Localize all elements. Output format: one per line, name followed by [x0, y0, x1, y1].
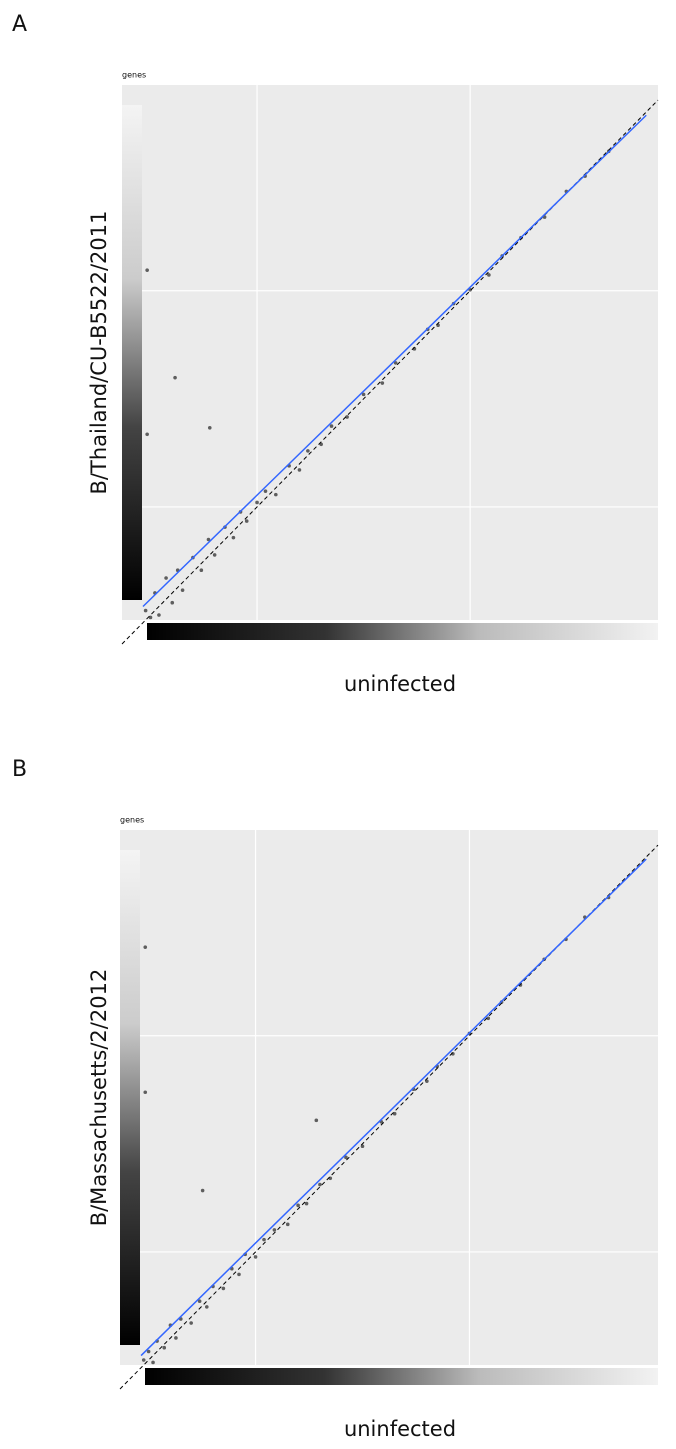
point	[361, 1144, 365, 1148]
point	[486, 1016, 490, 1020]
point	[149, 616, 153, 620]
point	[330, 424, 334, 428]
point	[381, 381, 385, 385]
point	[237, 1273, 241, 1277]
point	[298, 468, 302, 472]
plot-background	[120, 830, 658, 1365]
point	[145, 268, 149, 272]
point	[181, 588, 185, 592]
figure: Agenes101000B/Thailand/CU-B5522/2011unin…	[0, 0, 676, 1449]
point	[208, 426, 212, 430]
panel-label: B	[12, 757, 27, 782]
point	[245, 519, 249, 523]
point	[262, 1238, 266, 1242]
rug-y	[122, 105, 142, 600]
point	[318, 1183, 322, 1187]
point	[173, 376, 177, 380]
point	[315, 1119, 319, 1123]
point	[142, 1358, 146, 1362]
rug-x	[147, 623, 658, 640]
point	[164, 576, 168, 580]
point	[201, 1189, 205, 1193]
point	[255, 501, 259, 505]
point	[200, 568, 204, 572]
point	[451, 1052, 455, 1056]
point	[345, 415, 349, 419]
point	[393, 1112, 397, 1116]
point	[273, 1228, 277, 1232]
point	[264, 489, 268, 493]
point	[232, 536, 236, 540]
point	[157, 613, 161, 617]
point	[254, 1255, 258, 1259]
point	[213, 553, 217, 557]
rug-x	[145, 1368, 658, 1385]
point	[436, 323, 440, 327]
point	[487, 273, 491, 277]
y-axis-label: B/Massachusetts/2/2012	[87, 969, 111, 1227]
point	[306, 449, 310, 453]
rug-y	[120, 850, 140, 1345]
point	[143, 945, 147, 949]
plot-title: genes	[122, 71, 146, 80]
panel-label: A	[12, 12, 27, 37]
point	[425, 1079, 429, 1083]
point	[222, 1287, 226, 1291]
x-axis-label: uninfected	[344, 672, 456, 696]
plot-background	[122, 85, 658, 620]
point	[296, 1204, 300, 1208]
point	[145, 432, 149, 436]
point	[151, 1361, 155, 1365]
point	[162, 1346, 166, 1350]
point	[328, 1177, 332, 1181]
x-axis-label: uninfected	[344, 1417, 456, 1441]
plot-title: genes	[120, 816, 144, 825]
point	[189, 1321, 193, 1325]
point	[305, 1202, 309, 1206]
point	[144, 609, 148, 613]
point	[319, 442, 323, 446]
point	[170, 601, 174, 605]
point	[413, 347, 417, 351]
point	[274, 493, 278, 497]
point	[205, 1305, 209, 1309]
point	[174, 1336, 178, 1340]
y-axis-label: B/Thailand/CU-B5522/2011	[87, 211, 111, 495]
point	[286, 1223, 290, 1227]
point	[143, 1090, 147, 1094]
